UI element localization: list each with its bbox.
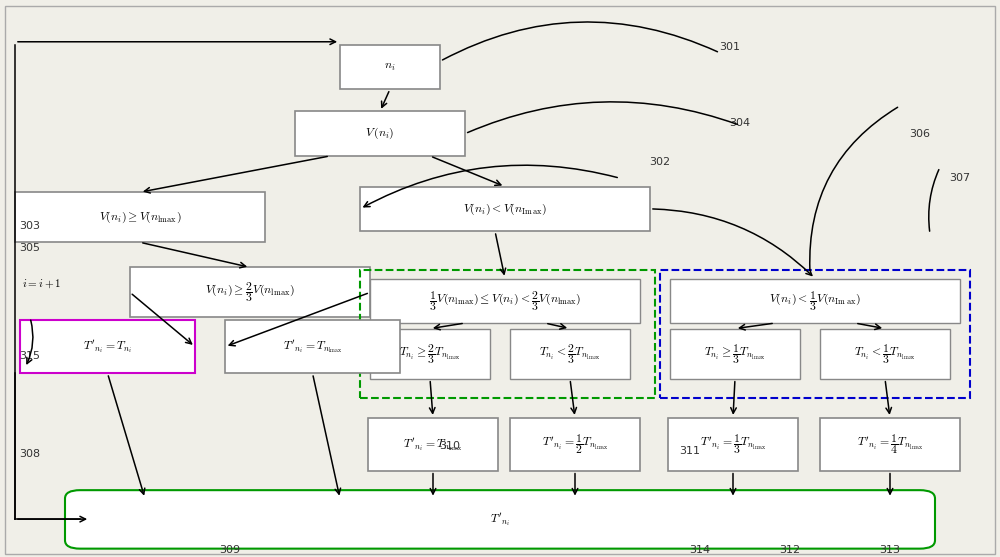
FancyBboxPatch shape [65, 490, 935, 549]
Bar [660, 270, 970, 398]
Bar [820, 418, 960, 471]
Text: $V\,(n_i)$: $V\,(n_i)$ [365, 126, 395, 141]
Text: $T'_{n_i}$: $T'_{n_i}$ [490, 511, 510, 528]
Text: $T'_{n_i}=\dfrac{1}{2}T_{n_{\rm lmax}}$: $T'_{n_i}=\dfrac{1}{2}T_{n_{\rm lmax}}$ [542, 432, 608, 456]
Text: 304: 304 [729, 118, 751, 128]
Text: $T_{n_i}\geq\dfrac{2}{3}T_{n_{\rm lmax}}$: $T_{n_i}\geq\dfrac{2}{3}T_{n_{\rm lmax}}… [399, 342, 461, 365]
Text: $T'_{n_i}=T_{n_{\rm lmax}}$: $T'_{n_i}=T_{n_{\rm lmax}}$ [403, 436, 463, 453]
Bar [15, 192, 265, 242]
Bar [510, 418, 640, 471]
Text: 307: 307 [949, 173, 971, 183]
Text: $V(n_i)<V(n_{\rm Im\,ax})$: $V(n_i)<V(n_{\rm Im\,ax})$ [463, 201, 547, 217]
Text: 314: 314 [689, 545, 711, 555]
Bar [340, 45, 440, 89]
Text: 302: 302 [649, 157, 671, 167]
Text: 306: 306 [910, 129, 930, 139]
Bar [820, 329, 950, 379]
Text: $T'_{n_i}=T_{n_i}$: $T'_{n_i}=T_{n_i}$ [83, 338, 132, 355]
Text: 308: 308 [19, 449, 41, 459]
Text: $T_{n_i}<\dfrac{2}{3}T_{n_{\rm lmax}}$: $T_{n_i}<\dfrac{2}{3}T_{n_{\rm lmax}}$ [539, 342, 601, 365]
Text: 313: 313 [880, 545, 900, 555]
Text: $V(n_i)<\dfrac{1}{3}V(n_{\rm Im\,ax})$: $V(n_i)<\dfrac{1}{3}V(n_{\rm Im\,ax})$ [769, 289, 861, 312]
Bar [20, 320, 195, 373]
Text: $i=i+1$: $i=i+1$ [22, 278, 62, 290]
Bar [295, 111, 465, 156]
Text: $T'_{n_i}=\dfrac{1}{4}T_{n_{\rm lmax}}$: $T'_{n_i}=\dfrac{1}{4}T_{n_{\rm lmax}}$ [857, 432, 923, 456]
Text: $T'_{n_i}=T_{n_{\rm lmax}}$: $T'_{n_i}=T_{n_{\rm lmax}}$ [283, 338, 342, 355]
Text: $T_{n_i}\geq\dfrac{1}{3}T_{n_{\rm lmax}}$: $T_{n_i}\geq\dfrac{1}{3}T_{n_{\rm lmax}}… [704, 342, 766, 365]
Text: 309: 309 [219, 545, 241, 555]
Bar [668, 418, 798, 471]
Text: $\dfrac{1}{3}V(n_{\rm lmax})\leq V(n_i)<\dfrac{2}{3}V(n_{\rm lmax})$: $\dfrac{1}{3}V(n_{\rm lmax})\leq V(n_i)<… [429, 289, 581, 312]
Bar [670, 278, 960, 323]
Text: $V(n_i)\geq V(n_{\rm lmax})$: $V(n_i)\geq V(n_{\rm lmax})$ [99, 209, 181, 225]
Bar [368, 418, 498, 471]
Bar [225, 320, 400, 373]
Bar [510, 329, 630, 379]
Text: 305: 305 [20, 243, 40, 253]
Bar [360, 270, 655, 398]
Text: $n_i$: $n_i$ [384, 60, 396, 74]
Text: 315: 315 [20, 351, 40, 361]
Text: 312: 312 [779, 545, 801, 555]
Text: 301: 301 [720, 42, 740, 52]
Text: 311: 311 [680, 446, 700, 456]
Bar [370, 278, 640, 323]
Bar [370, 329, 490, 379]
Text: 303: 303 [20, 221, 40, 231]
Bar [670, 329, 800, 379]
Text: $V(n_i)\geq\dfrac{2}{3}V(n_{\rm lmax})$: $V(n_i)\geq\dfrac{2}{3}V(n_{\rm lmax})$ [205, 281, 295, 304]
Text: $T'_{n_i}=\dfrac{1}{3}T_{n_{\rm lmax}}$: $T'_{n_i}=\dfrac{1}{3}T_{n_{\rm lmax}}$ [700, 432, 766, 456]
Bar [130, 267, 370, 317]
Text: 310: 310 [440, 441, 460, 451]
Text: $T_{n_i}<\dfrac{1}{3}T_{n_{\rm lmax}}$: $T_{n_i}<\dfrac{1}{3}T_{n_{\rm lmax}}$ [854, 342, 916, 365]
Bar [360, 187, 650, 231]
